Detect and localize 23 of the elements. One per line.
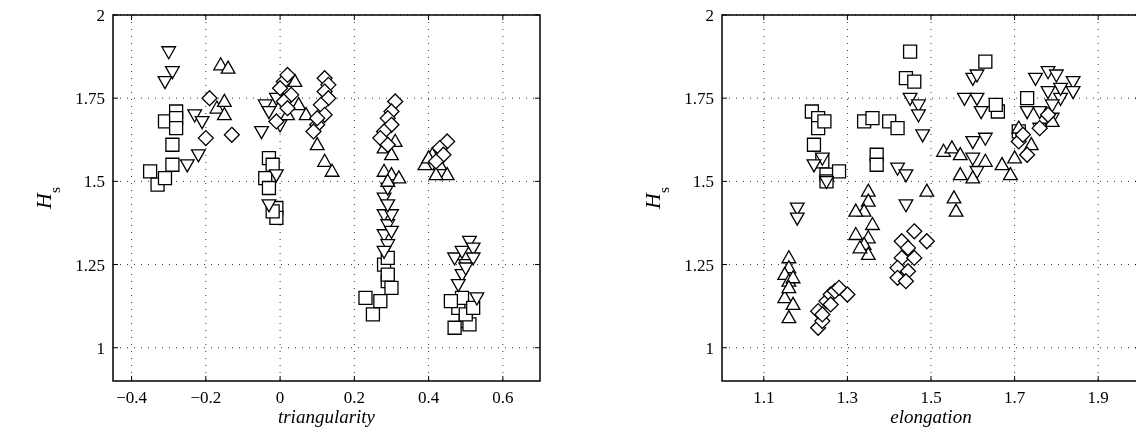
x-tick-label: 0.4: [417, 388, 440, 407]
y-tick-label: 1.5: [692, 172, 714, 192]
y-tick-label: 1: [705, 338, 714, 358]
x-tick-label: −0.4: [116, 388, 148, 407]
x-tick-label: −0.2: [190, 388, 222, 407]
y-tick-label: 1.75: [75, 89, 105, 109]
x-tick-label: 1.5: [920, 388, 942, 407]
x-tick-label: 1.1: [753, 388, 775, 407]
y-tick-label: 1.25: [75, 255, 105, 275]
x-tick-label: 1.9: [1087, 388, 1109, 407]
y-tick-label: 1.5: [83, 172, 105, 192]
y-tick-label: 1.75: [684, 89, 714, 109]
y-tick-label: 2: [705, 6, 714, 25]
x-axis-title: triangularity: [277, 406, 376, 427]
x-tick-label: 0.2: [343, 388, 365, 407]
x-tick-label: 0: [275, 388, 285, 407]
y-tick-label: 1.25: [684, 255, 714, 275]
x-tick-label: 1.7: [1003, 388, 1026, 407]
y-tick-label: 1: [96, 338, 105, 358]
x-tick-label: 0.6: [492, 388, 514, 407]
y-tick-label: 2: [96, 6, 105, 25]
x-axis-title: elongation: [890, 406, 972, 427]
x-tick-label: 1.3: [836, 388, 859, 407]
